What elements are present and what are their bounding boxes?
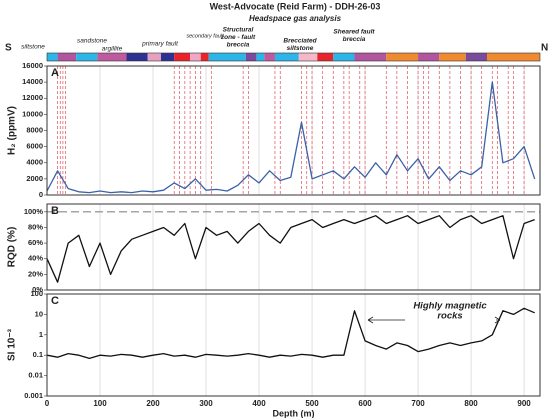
lithology-unit: [174, 53, 191, 61]
y-tick-label: 40%: [28, 254, 43, 263]
lithology-label: Sheared fault: [333, 29, 375, 36]
data-line: [46, 215, 535, 283]
lithology-unit: [97, 53, 127, 61]
annotation-arrow: [494, 316, 501, 324]
x-tick-label: 400: [252, 399, 266, 408]
lithology-unit: [317, 53, 334, 61]
lithology-label: zone - fault: [220, 34, 256, 41]
y-tick-label: 80%: [28, 222, 43, 231]
y-tick-label: 8000: [26, 125, 43, 134]
y-tick-label: 0.01: [28, 371, 43, 380]
lithology-unit: [333, 53, 355, 61]
y-tick-label: 14000: [22, 77, 43, 86]
x-tick-label: 0: [45, 399, 50, 408]
y-tick-label: 0.001: [24, 391, 43, 400]
y-tick-label: 1: [39, 330, 43, 339]
annotation-arrow: [367, 316, 405, 324]
lithology-unit: [190, 53, 201, 61]
lithology-label: sandstone: [77, 38, 107, 45]
panel-label: A: [51, 67, 59, 79]
lithology-label: argillite: [102, 46, 123, 53]
y-tick-label: 12000: [22, 93, 43, 102]
panel-label: C: [51, 295, 59, 307]
lithology-unit: [386, 53, 419, 61]
y-tick-label: 100: [30, 289, 43, 298]
lithology-unit: [57, 53, 77, 61]
x-axis-label: Depth (m): [273, 408, 315, 418]
lithology-label: Brecciated: [283, 38, 317, 45]
x-tick-label: 700: [411, 399, 425, 408]
lithology-label: siltstone: [287, 45, 314, 52]
lithology-unit: [245, 53, 257, 61]
lithology-label: primary fault: [141, 41, 179, 48]
annotation: rocks: [437, 311, 462, 322]
y-tick-label: 4000: [26, 158, 43, 167]
lithology-unit: [439, 53, 466, 61]
lithology-label: breccia: [227, 42, 250, 49]
y-axis-label: H₂ (ppmV): [7, 106, 18, 155]
y-tick-label: 2000: [26, 174, 43, 183]
lithology-unit: [160, 53, 175, 61]
x-tick-label: 500: [305, 399, 319, 408]
lithology-unit: [47, 53, 58, 61]
y-tick-label: 6000: [26, 142, 43, 151]
plot-frame: [46, 293, 541, 397]
lithology-unit: [298, 53, 318, 61]
x-tick-label: 600: [358, 399, 372, 408]
lithology-unit: [274, 53, 299, 61]
plot-frame: [46, 65, 541, 196]
plot-frame: [46, 203, 541, 291]
x-tick-label: 300: [199, 399, 213, 408]
lithology-label: siltstone: [21, 44, 45, 51]
panel-label: B: [51, 205, 59, 217]
figure-subtitle: Headspace gas analysis: [249, 14, 342, 23]
y-tick-label: 0%: [32, 285, 43, 294]
strip-right: N: [541, 43, 548, 54]
strip-left: S: [5, 43, 12, 54]
y-axis-label: SI 10⁻³: [7, 328, 18, 361]
y-tick-label: 0: [39, 190, 43, 199]
lithology-unit: [264, 53, 275, 61]
x-tick-label: 800: [464, 399, 478, 408]
x-tick-label: 200: [146, 399, 160, 408]
lithology-unit: [465, 53, 487, 61]
y-tick-label: 10000: [22, 109, 43, 118]
lithology-unit: [208, 53, 246, 61]
lithology-unit: [200, 53, 209, 61]
lithology-unit: [354, 53, 387, 61]
x-tick-label: 100: [93, 399, 107, 408]
y-tick-label: 60%: [28, 238, 43, 247]
lithology-unit: [418, 53, 440, 61]
lithology-unit: [486, 53, 540, 61]
data-line: [46, 307, 535, 360]
y-tick-label: 20%: [28, 269, 43, 278]
y-axis-label: RQD (%): [7, 227, 18, 268]
lithology-unit: [147, 53, 161, 61]
strip-frame: [46, 52, 541, 62]
y-tick-label: 100%: [24, 207, 44, 216]
lithology-label: secondary fault: [186, 33, 224, 39]
y-tick-label: 0.1: [33, 350, 43, 359]
y-tick-label: 16000: [22, 61, 43, 70]
y-tick-label: 10: [35, 309, 43, 318]
annotation: Highly magnetic: [413, 301, 487, 312]
lithology-unit: [256, 53, 265, 61]
figure-title: West-Advocate (Reid Farm) - DDH-26-03: [210, 1, 381, 11]
lithology-label: breccia: [343, 36, 366, 43]
lithology-label: Structural: [223, 27, 254, 34]
x-tick-label: 900: [517, 399, 531, 408]
data-line: [46, 81, 536, 194]
lithology-unit: [76, 53, 98, 61]
lithology-unit: [126, 53, 148, 61]
